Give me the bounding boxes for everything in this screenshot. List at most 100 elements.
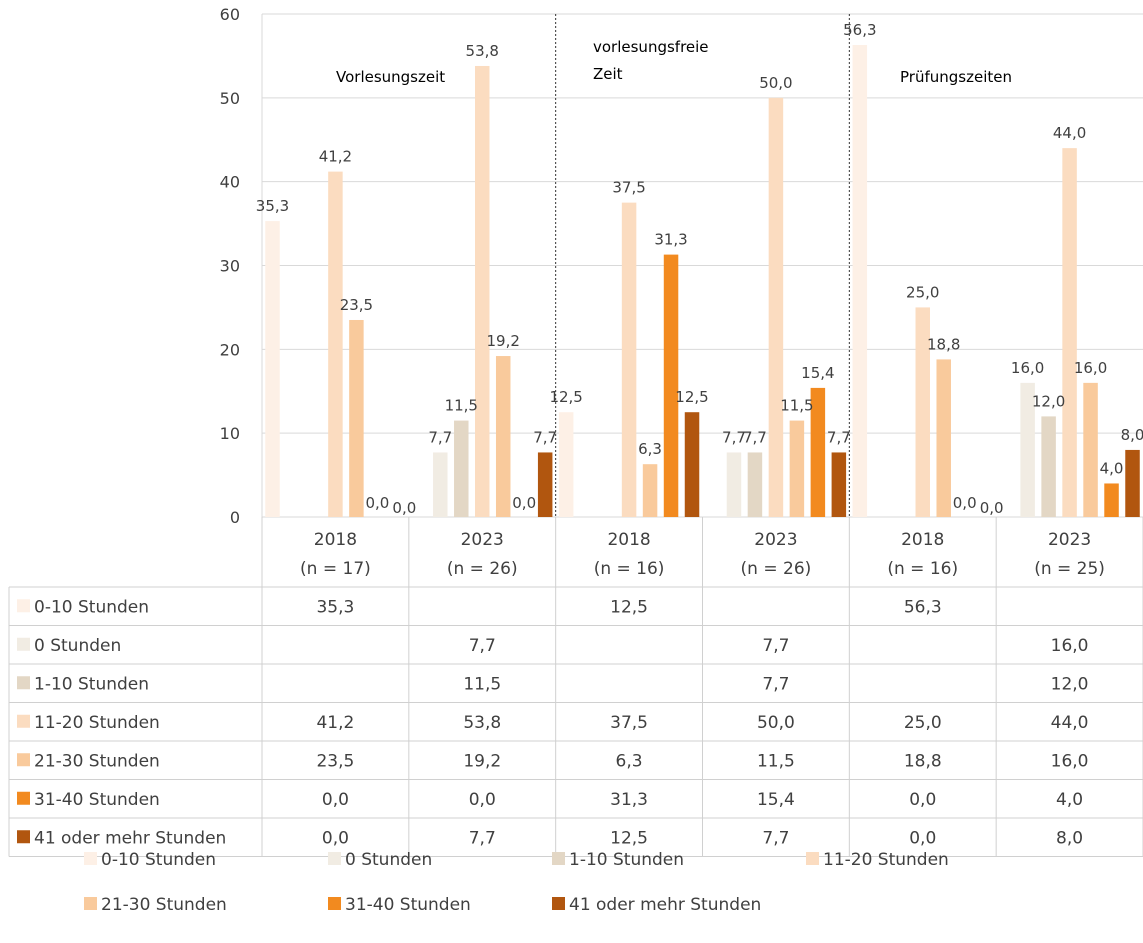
table-cell: 35,3 (316, 597, 354, 617)
bar (663, 254, 679, 517)
table-cell: 18,8 (904, 751, 942, 771)
table-cell: 56,3 (904, 597, 942, 617)
table-cell: 31,3 (610, 790, 648, 810)
data-labels: 35,312,556,37,7 7,716,011,57,712,041,253,… (256, 21, 1143, 517)
legend-key (84, 897, 97, 910)
table-cell: 12,5 (610, 597, 648, 617)
data-label: 16,0 (1074, 359, 1107, 377)
data-label: 35,3 (256, 197, 289, 215)
row-legend-key (17, 599, 30, 613)
data-label: 11,5 (445, 397, 478, 415)
data-label: 0,0 (512, 494, 536, 512)
bar (747, 452, 763, 517)
table-cell: 7,7 (469, 828, 496, 848)
bar (789, 420, 805, 517)
table-cell: 11,5 (757, 751, 795, 771)
bar (915, 307, 930, 517)
bar (936, 359, 951, 517)
data-label: 12,5 (549, 388, 582, 406)
data-label: 53,8 (466, 42, 499, 60)
data-label: 56,3 (843, 21, 876, 39)
bar (558, 412, 574, 517)
bar (642, 464, 658, 517)
data-label: 19,2 (487, 332, 520, 350)
bar (684, 412, 700, 517)
table-cell: 41,2 (316, 713, 354, 733)
legend-label: 1-10 Stunden (569, 850, 684, 870)
data-label: 0,0 (953, 494, 977, 512)
table-row-label: 21-30 Stunden (34, 751, 160, 771)
table-cell: 6,3 (616, 751, 643, 771)
table-cell: 7,7 (469, 636, 496, 656)
bar (1020, 382, 1035, 517)
y-tick-label: 20 (220, 340, 240, 359)
x-category-n: (n = 16) (594, 559, 665, 579)
row-legend-key (17, 714, 30, 728)
legend: 0-10 Stunden 0 Stunden 1-10 Stunden 11-20 S… (84, 850, 949, 915)
legend-key (806, 852, 819, 865)
bars (265, 45, 1140, 517)
bar (726, 452, 742, 517)
table-cell: 7,7 (762, 636, 789, 656)
table-cell: 25,0 (904, 713, 942, 733)
legend-label: 21-30 Stunden (101, 895, 227, 915)
y-tick-label: 60 (220, 5, 240, 24)
y-tick-label: 40 (220, 173, 240, 192)
x-category-year: 2018 (314, 530, 357, 550)
table-cell: 0,0 (469, 790, 496, 810)
legend-label: 0-10 Stunden (101, 850, 216, 870)
period-annotation: Prüfungszeiten (900, 68, 1012, 86)
x-category-n: (n = 26) (447, 559, 518, 579)
table-cell: 23,5 (316, 751, 354, 771)
table-cell: 19,2 (463, 751, 501, 771)
data-label: 0,0 (365, 494, 389, 512)
bar (768, 97, 784, 517)
data-label: 44,0 (1053, 124, 1086, 142)
row-legend-key (17, 753, 30, 767)
table-cell: 44,0 (1051, 713, 1089, 733)
data-label: 18,8 (927, 335, 960, 353)
data-label: 12,5 (675, 388, 708, 406)
period-annotation: Vorlesungszeit (336, 68, 445, 86)
y-tick-label: 10 (220, 424, 240, 443)
data-label: 7,7 (428, 428, 452, 446)
legend-key (552, 852, 565, 865)
legend-label: 31-40 Stunden (345, 895, 471, 915)
legend-label: 41 oder mehr Stunden (569, 895, 761, 915)
bar (1104, 483, 1119, 517)
row-legend-key (17, 791, 30, 805)
x-category-year: 2018 (607, 530, 650, 550)
gridlines (261, 13, 1143, 518)
y-axis-ticks: 0 10 20 30 40 50 60 (220, 5, 240, 527)
bar (475, 65, 490, 517)
table-cell: 12,0 (1051, 674, 1089, 694)
legend-key (552, 897, 565, 910)
bar (537, 452, 553, 517)
bar (810, 387, 826, 517)
table-cell: 7,7 (762, 828, 789, 848)
table-cell: 4,0 (1056, 790, 1083, 810)
x-category-n: (n = 26) (741, 559, 812, 579)
x-category-n: (n = 17) (300, 559, 371, 579)
bar (1041, 416, 1056, 517)
x-category-year: 2023 (1048, 530, 1091, 550)
data-label: 31,3 (654, 231, 687, 249)
x-category-n: (n = 25) (1034, 559, 1105, 579)
table-cell: 0,0 (322, 790, 349, 810)
bar (349, 319, 364, 517)
table-row-label: 0-10 Stunden (34, 597, 149, 617)
data-label: 16,0 (1011, 359, 1044, 377)
table-cell: 16,0 (1051, 636, 1089, 656)
x-category-n: (n = 16) (887, 559, 958, 579)
row-legend-key (17, 830, 30, 844)
legend-key (328, 897, 341, 910)
data-label: 4,0 (1100, 459, 1124, 477)
data-table: 2018 (n = 17) 2023 (n = 26) 2018 (n = 16) 2023… (8, 517, 1143, 857)
table-cell: 16,0 (1051, 751, 1089, 771)
data-label: 11,5 (780, 397, 813, 415)
y-tick-label: 50 (220, 89, 240, 108)
bar (495, 356, 511, 517)
table-cell: 0,0 (909, 828, 936, 848)
bar (621, 202, 637, 517)
